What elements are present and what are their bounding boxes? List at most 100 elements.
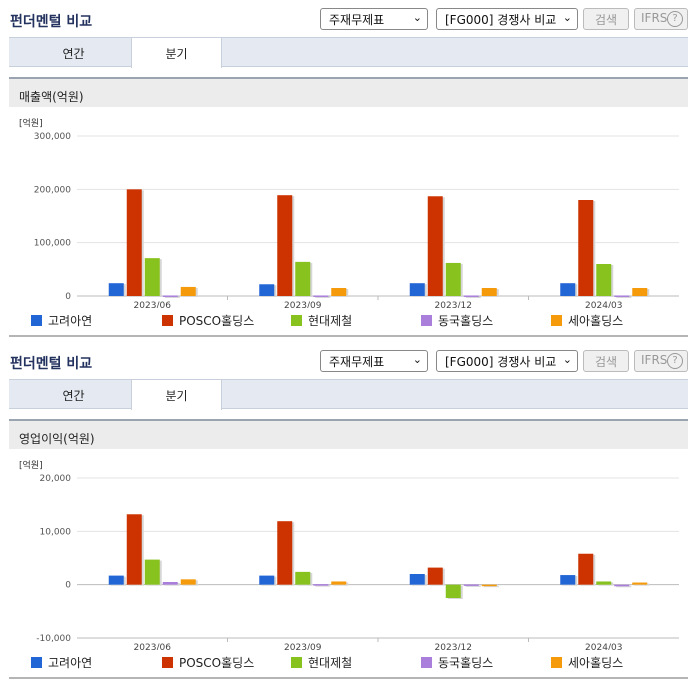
bar[interactable] bbox=[409, 574, 425, 585]
ifrs-button[interactable]: IFRS? bbox=[634, 8, 688, 30]
bar[interactable] bbox=[481, 584, 497, 587]
bar[interactable] bbox=[596, 581, 612, 585]
bar[interactable] bbox=[445, 584, 461, 598]
legend-label: 현대제철 bbox=[308, 314, 353, 328]
statement-type-select[interactable]: 주재무제표 ⌄ bbox=[320, 350, 428, 372]
legend-item[interactable]: 고려아연 bbox=[31, 312, 92, 329]
x-tick-label: 2024/03 bbox=[585, 643, 622, 650]
bar[interactable] bbox=[614, 584, 630, 587]
statement-type-select[interactable]: 주재무제표 ⌄ bbox=[320, 8, 428, 30]
tab-annual[interactable]: 연간 bbox=[62, 47, 85, 61]
search-button[interactable]: 검색 bbox=[583, 8, 629, 30]
x-tick-label: 2024/03 bbox=[585, 301, 622, 308]
bar[interactable] bbox=[560, 575, 576, 585]
legend-label: 세아홀딩스 bbox=[568, 656, 624, 670]
legend-item[interactable]: POSCO홀딩스 bbox=[162, 654, 254, 671]
tab-quarterly[interactable]: 분기 bbox=[131, 38, 222, 68]
legend-label: 현대제철 bbox=[308, 656, 353, 670]
metric-header: 매출액(억원) bbox=[9, 77, 688, 107]
bar[interactable] bbox=[259, 575, 275, 585]
peer-group-select[interactable]: [FG000] 경쟁사 비교 ⌄ bbox=[436, 8, 578, 30]
legend-item[interactable]: 동국홀딩스 bbox=[421, 654, 493, 671]
bar[interactable] bbox=[614, 295, 630, 297]
ifrs-button[interactable]: IFRS? bbox=[634, 350, 688, 372]
bar[interactable] bbox=[295, 261, 311, 296]
bar[interactable] bbox=[409, 283, 425, 296]
peer-group-value: [FG000] 경쟁사 비교 bbox=[445, 355, 557, 369]
legend-label: 고려아연 bbox=[48, 656, 93, 670]
legend-item[interactable]: 동국홀딩스 bbox=[421, 312, 493, 329]
bar[interactable] bbox=[560, 283, 576, 296]
bar[interactable] bbox=[331, 581, 347, 585]
legend-item[interactable]: 세아홀딩스 bbox=[551, 312, 623, 329]
y-tick-label: 300,000 bbox=[34, 132, 71, 142]
legend-item[interactable]: 세아홀딩스 bbox=[551, 654, 623, 671]
bar[interactable] bbox=[313, 295, 329, 297]
search-button[interactable]: 검색 bbox=[583, 350, 629, 372]
bar-shadow bbox=[483, 585, 499, 588]
bar[interactable] bbox=[144, 559, 160, 585]
bar[interactable] bbox=[259, 284, 275, 296]
bar[interactable] bbox=[427, 567, 443, 585]
bar-shadow bbox=[315, 585, 331, 587]
ifrs-label: IFRS bbox=[641, 11, 668, 25]
bar[interactable] bbox=[313, 584, 329, 586]
bar-chart: [억원] -10,000 0 10,000 20,000 2023/06 2023/09 20… bbox=[19, 459, 679, 650]
bar-shadow bbox=[616, 296, 632, 298]
bar[interactable] bbox=[632, 582, 648, 585]
legend-item[interactable]: POSCO홀딩스 bbox=[162, 312, 254, 329]
chevron-down-icon: ⌄ bbox=[412, 11, 422, 24]
bar[interactable] bbox=[277, 521, 293, 585]
x-tick-label: 2023/12 bbox=[435, 301, 472, 308]
legend-swatch bbox=[162, 315, 173, 326]
legend-item[interactable]: 고려아연 bbox=[31, 654, 92, 671]
bar[interactable] bbox=[578, 200, 594, 296]
bar[interactable] bbox=[108, 283, 124, 296]
section-title: 펀더멘털 비교 bbox=[10, 356, 93, 372]
legend-swatch bbox=[291, 315, 302, 326]
peer-group-select[interactable]: [FG000] 경쟁사 비교 ⌄ bbox=[436, 350, 578, 372]
bar[interactable] bbox=[463, 584, 479, 586]
x-tick-label: 2023/06 bbox=[134, 643, 172, 650]
statement-type-value: 주재무제표 bbox=[329, 355, 385, 369]
bar[interactable] bbox=[126, 189, 142, 296]
legend-item[interactable]: 현대제철 bbox=[291, 312, 352, 329]
bar[interactable] bbox=[126, 514, 142, 585]
tab-annual[interactable]: 연간 bbox=[62, 389, 85, 403]
legend-label: 세아홀딩스 bbox=[568, 314, 624, 328]
legend-label: POSCO홀딩스 bbox=[179, 656, 255, 670]
bar[interactable] bbox=[331, 288, 347, 296]
title-row: 펀더멘털 비교 주재무제표 ⌄ [FG000] 경쟁사 비교 ⌄ 검색 IFRS? bbox=[0, 342, 696, 376]
bar[interactable] bbox=[180, 579, 196, 585]
bar[interactable] bbox=[463, 295, 479, 297]
bar-shadow bbox=[465, 296, 481, 298]
bar[interactable] bbox=[108, 575, 124, 585]
legend-swatch bbox=[551, 315, 562, 326]
bar[interactable] bbox=[632, 288, 648, 296]
bar[interactable] bbox=[445, 262, 461, 296]
fundamental-section-operating-profit: 펀더멘털 비교 주재무제표 ⌄ [FG000] 경쟁사 비교 ⌄ 검색 IFRS? 연간 분기 영… bbox=[0, 342, 696, 684]
tab-quarterly[interactable]: 분기 bbox=[131, 380, 222, 410]
x-tick-label: 2023/12 bbox=[435, 643, 472, 650]
statement-type-value: 주재무제표 bbox=[329, 13, 385, 27]
metric-header: 영업이익(억원) bbox=[9, 419, 688, 449]
chevron-down-icon: ⌄ bbox=[412, 353, 422, 366]
legend-item[interactable]: 현대제철 bbox=[291, 654, 352, 671]
bar[interactable] bbox=[578, 553, 594, 585]
legend-swatch bbox=[421, 657, 432, 668]
bar[interactable] bbox=[144, 258, 160, 296]
section-title: 펀더멘털 비교 bbox=[10, 14, 93, 30]
bar[interactable] bbox=[295, 571, 311, 585]
bar[interactable] bbox=[481, 288, 497, 296]
bar[interactable] bbox=[427, 196, 443, 296]
bar[interactable] bbox=[180, 286, 196, 296]
bar[interactable] bbox=[596, 264, 612, 296]
x-tick-label: 2023/09 bbox=[284, 301, 322, 308]
bar[interactable] bbox=[162, 582, 178, 585]
legend-swatch bbox=[551, 657, 562, 668]
bar-shadow bbox=[315, 296, 331, 298]
bar[interactable] bbox=[277, 195, 293, 296]
bar[interactable] bbox=[162, 295, 178, 297]
unit-label: [억원] bbox=[19, 117, 43, 129]
peer-group-value: [FG000] 경쟁사 비교 bbox=[445, 13, 557, 27]
